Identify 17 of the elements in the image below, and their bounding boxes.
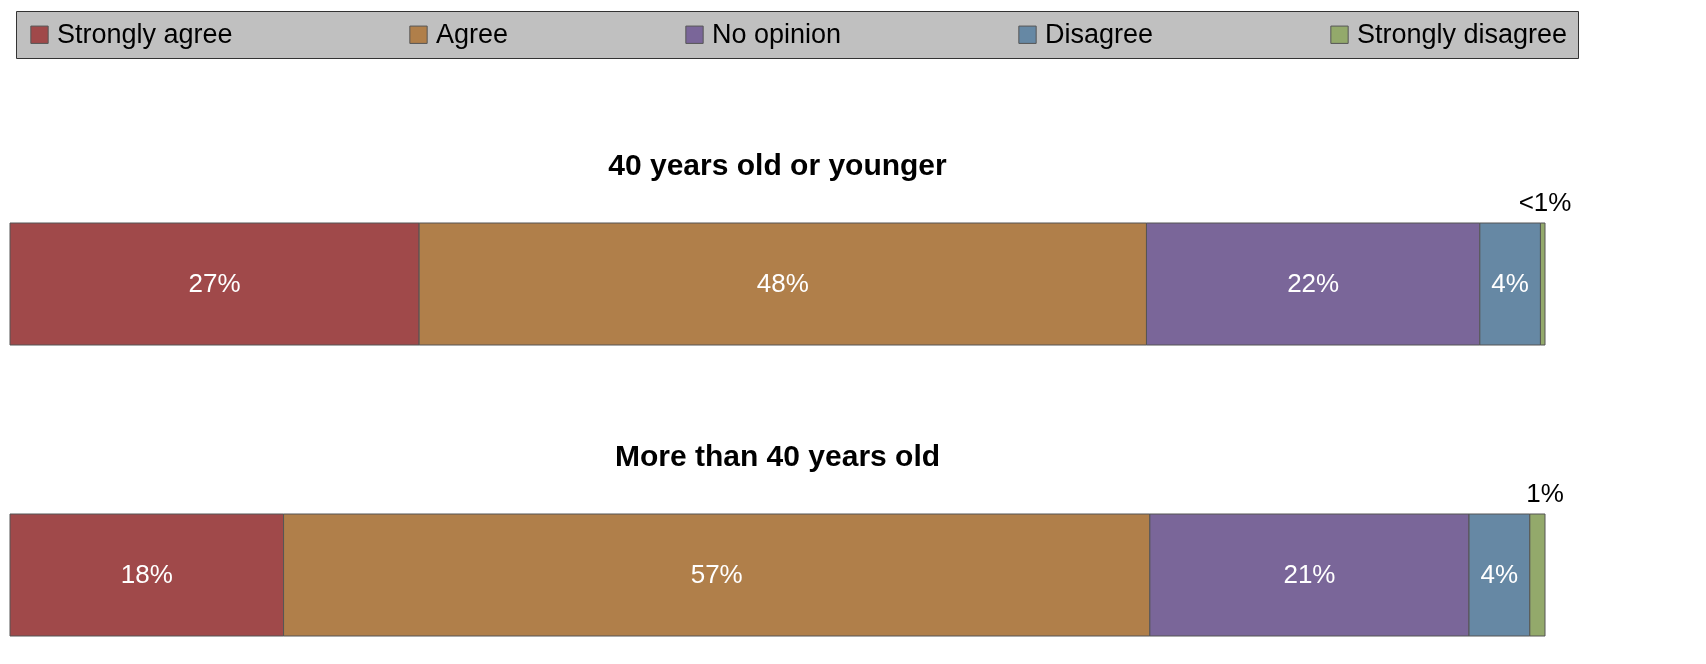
chart-title: More than 40 years old bbox=[614, 439, 941, 472]
legend-label: Agree bbox=[436, 18, 509, 49]
legend-label: Disagree bbox=[1045, 18, 1154, 49]
data-label: 21% bbox=[1283, 559, 1336, 589]
data-label: 18% bbox=[120, 559, 173, 589]
data-label: 27% bbox=[188, 268, 241, 298]
legend-label: No opinion bbox=[712, 18, 842, 49]
data-label: 57% bbox=[690, 559, 743, 589]
data-label: 1% bbox=[1526, 478, 1564, 508]
chart-title: 40 years old or younger bbox=[608, 148, 948, 181]
data-label: 48% bbox=[756, 268, 809, 298]
data-label: 4% bbox=[1480, 559, 1519, 589]
legend-label: Strongly agree bbox=[57, 18, 233, 49]
data-label: 4% bbox=[1491, 268, 1529, 298]
legend-label: Strongly disagree bbox=[1357, 18, 1568, 49]
data-label: <1% bbox=[1518, 187, 1572, 217]
data-label: 22% bbox=[1287, 268, 1340, 298]
